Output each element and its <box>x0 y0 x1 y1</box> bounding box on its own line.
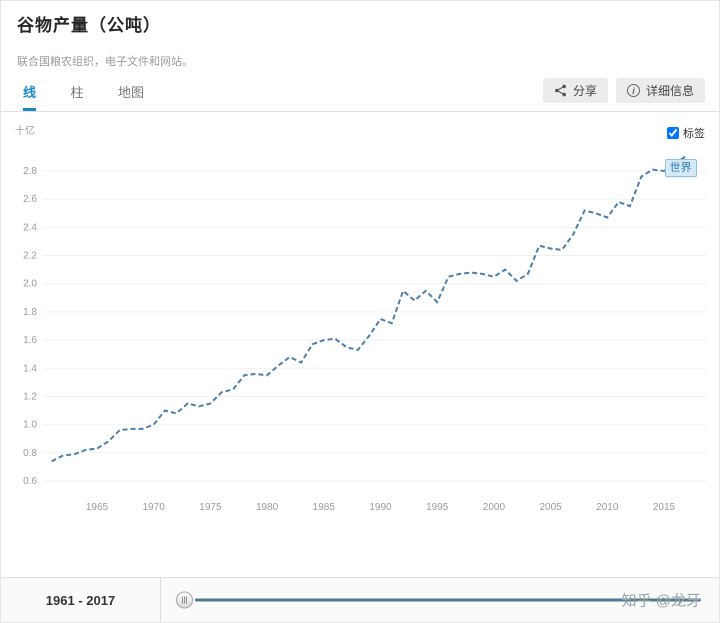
svg-text:1970: 1970 <box>143 502 166 513</box>
svg-text:1.2: 1.2 <box>23 392 37 403</box>
svg-text:1980: 1980 <box>256 502 279 513</box>
labels-toggle[interactable]: 标签 <box>667 125 705 141</box>
chart-type-tabs: 线 柱 地图 分享 i 详细信息 <box>1 78 719 112</box>
tab-line[interactable]: 线 <box>23 82 37 111</box>
share-button-label: 分享 <box>572 84 597 98</box>
timeline-slider[interactable] <box>161 578 705 623</box>
svg-text:2.0: 2.0 <box>23 279 37 290</box>
svg-text:2010: 2010 <box>596 502 619 513</box>
page-title: 谷物产量（公吨） <box>17 16 161 35</box>
slider-handle[interactable] <box>176 591 193 609</box>
svg-text:1.4: 1.4 <box>23 363 37 374</box>
svg-text:1985: 1985 <box>313 502 336 513</box>
svg-text:1995: 1995 <box>426 502 449 513</box>
svg-text:1965: 1965 <box>86 502 109 513</box>
time-range-label: 1961 - 2017 <box>1 577 161 622</box>
svg-text:2005: 2005 <box>539 502 562 513</box>
svg-text:1.6: 1.6 <box>23 335 37 346</box>
svg-text:0.8: 0.8 <box>23 448 37 459</box>
tab-bar[interactable]: 柱 <box>70 85 84 100</box>
chart-area: 0.6 0.8 1.0 1.2 1.4 1.6 1.8 2.0 2.2 2.4 2.6 2.8 1965… <box>1 112 719 578</box>
share-button[interactable]: 分享 <box>542 78 608 103</box>
watermark: 知乎 @龙牙 <box>621 592 701 610</box>
svg-text:2015: 2015 <box>653 502 676 513</box>
y-axis-unit-label: 十亿 <box>15 126 35 137</box>
details-button-label: 详细信息 <box>645 84 694 98</box>
svg-text:0.6: 0.6 <box>23 476 37 487</box>
share-icon <box>555 84 566 97</box>
timeline-bar: 1961 - 2017 知乎 @龙牙 <box>1 577 719 622</box>
svg-text:1990: 1990 <box>369 502 392 513</box>
details-button[interactable]: i 详细信息 <box>615 78 705 103</box>
line-chart: 0.6 0.8 1.0 1.2 1.4 1.6 1.8 2.0 2.2 2.4 2.6 2.8 1965… <box>23 154 707 513</box>
svg-text:2.2: 2.2 <box>23 251 37 262</box>
svg-text:1.8: 1.8 <box>23 307 37 318</box>
svg-text:1975: 1975 <box>199 502 222 513</box>
info-icon: i <box>626 84 640 97</box>
svg-text:2.8: 2.8 <box>23 166 37 177</box>
svg-text:2.4: 2.4 <box>23 222 37 233</box>
header: 谷物产量（公吨） 联合国粮农组织，电子文件和网站。 <box>1 1 719 69</box>
slider-track[interactable] <box>195 598 701 602</box>
page-subtitle: 联合国粮农组织，电子文件和网站。 <box>17 56 193 68</box>
labels-toggle-label: 标签 <box>683 128 705 140</box>
series-label-world[interactable]: 世界 <box>664 159 697 178</box>
toolbar: 分享 i 详细信息 <box>542 78 705 103</box>
labels-checkbox[interactable] <box>667 127 679 139</box>
svg-text:1.0: 1.0 <box>23 420 37 431</box>
tab-map[interactable]: 地图 <box>117 85 144 100</box>
svg-text:2000: 2000 <box>483 502 506 513</box>
svg-text:2.6: 2.6 <box>23 194 37 205</box>
